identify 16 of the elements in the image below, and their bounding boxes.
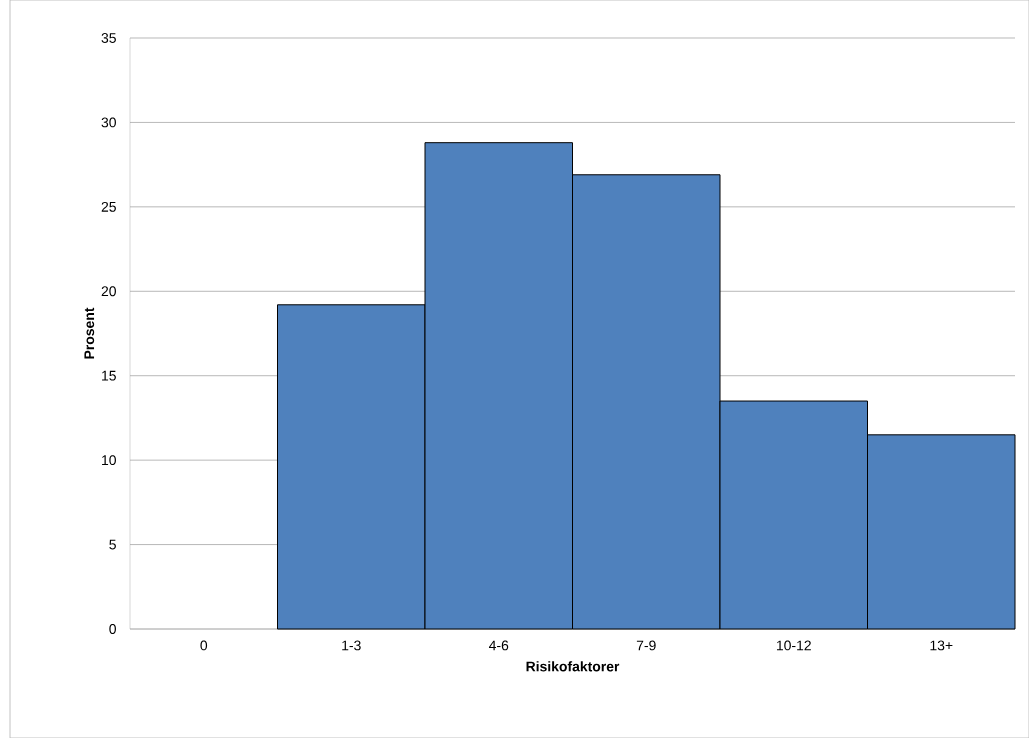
y-tick-label: 5 [109,539,116,550]
x-tick-label: 1-3 [342,640,361,651]
y-axis-title: Prosent [84,307,95,359]
y-tick-label: 30 [101,117,116,128]
x-tick-label: 7-9 [636,640,656,651]
x-tick-label: 0 [200,640,208,651]
y-tick-label: 25 [101,201,116,212]
x-tick-label: 4-6 [488,640,509,651]
x-tick-label: 10-12 [776,640,811,651]
x-axis-title: Risikofaktorer [526,661,620,672]
y-tick-label: 10 [102,455,116,466]
y-tick-label: 0 [109,624,116,634]
y-tick-label: 35 [101,33,116,43]
x-tick-label: 13+ [930,640,953,651]
y-tick-label: 15 [102,370,116,381]
y-tick-label: 20 [101,286,116,297]
